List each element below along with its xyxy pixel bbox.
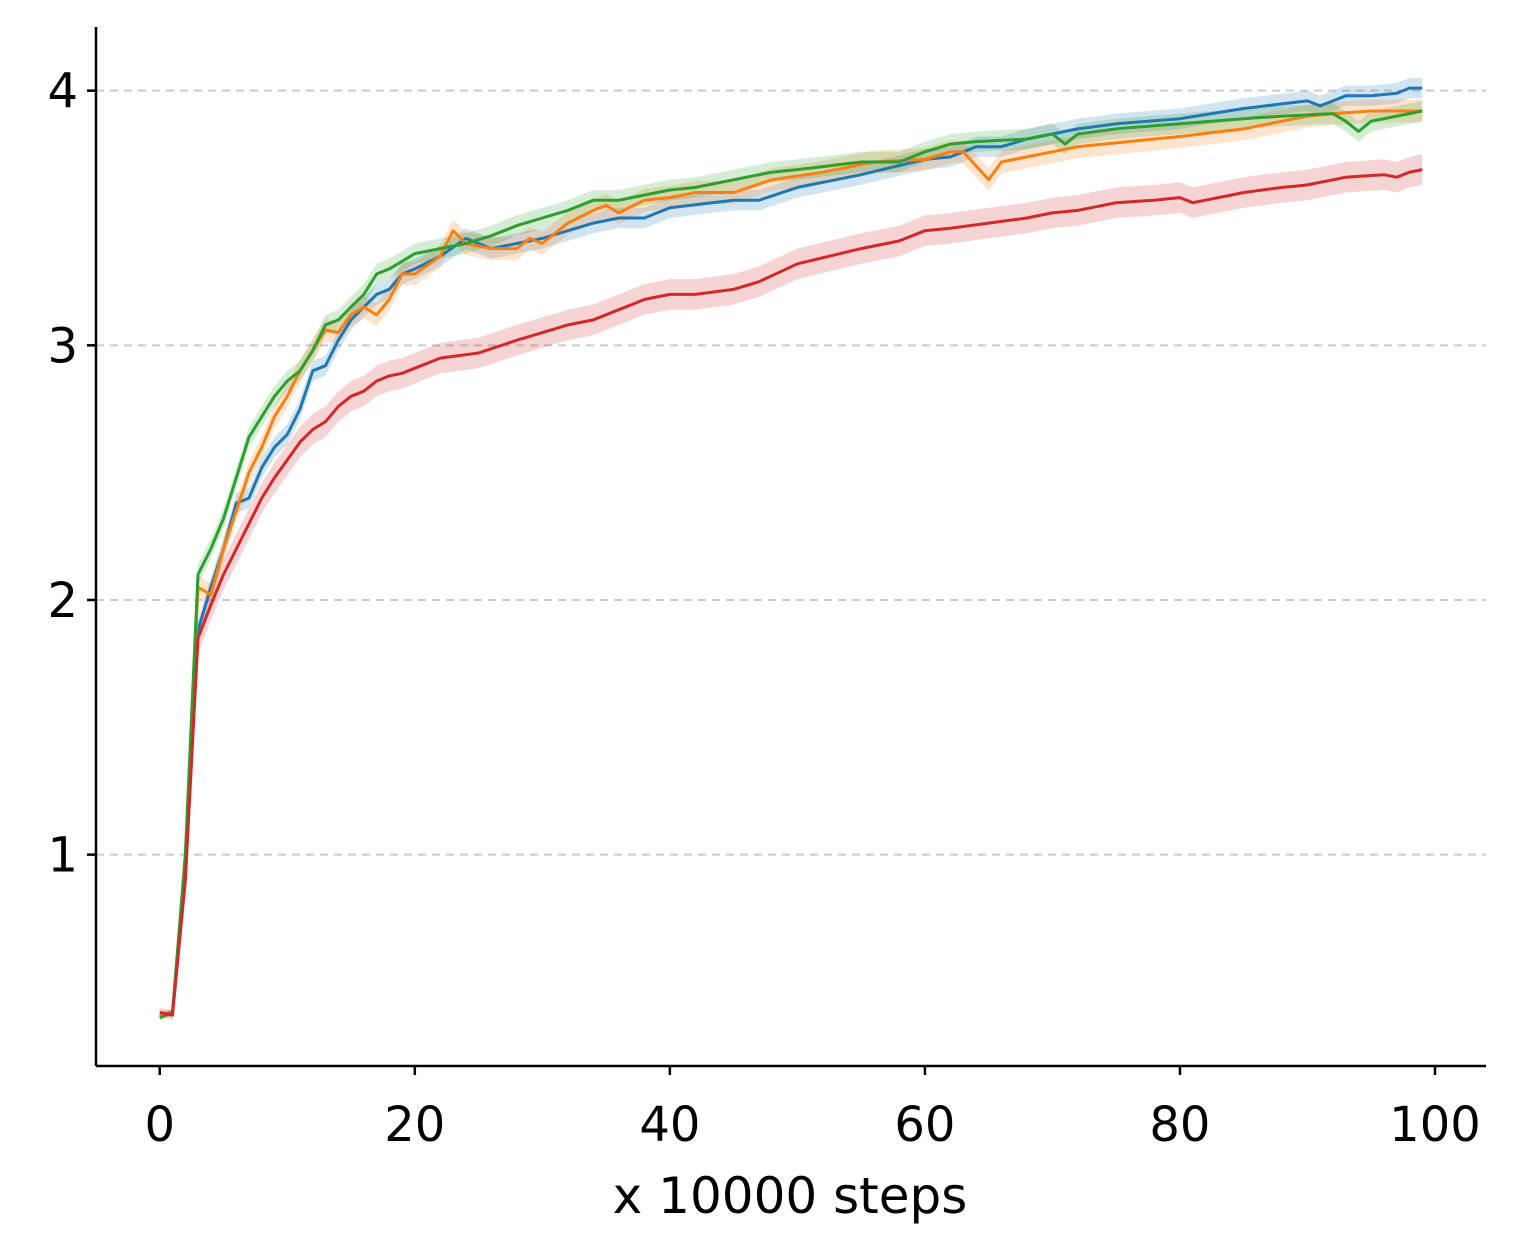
series-lines: [159, 86, 1423, 1019]
series-band-1: [159, 99, 1423, 1019]
axes: [94, 27, 1486, 1068]
series-line-0: [159, 86, 1423, 1017]
series-line-1: [159, 109, 1423, 1017]
series-band-2: [159, 100, 1423, 1021]
series-line-3: [159, 168, 1423, 1017]
x-tick-label-2: 40: [639, 1097, 700, 1153]
x-tick-label-1: 20: [384, 1097, 445, 1153]
y-tick-label-3: 4: [47, 64, 78, 120]
confidence-bands: [159, 77, 1423, 1021]
x-tick-label-5: 100: [1389, 1097, 1481, 1153]
x-tick-label-0: 0: [144, 1097, 175, 1153]
x-tick-label-3: 60: [894, 1097, 955, 1153]
gridlines: [96, 89, 1486, 856]
x-axis-label: x 10000 steps: [613, 1167, 968, 1225]
series-line-2: [159, 109, 1423, 1019]
series-band-3: [159, 154, 1423, 1020]
y-tick-label-2: 3: [47, 318, 78, 374]
x-tick-label-4: 80: [1149, 1097, 1210, 1153]
series-band-0: [159, 77, 1423, 1019]
y-tick-label-0: 1: [47, 828, 78, 884]
y-tick-label-1: 2: [47, 573, 78, 629]
